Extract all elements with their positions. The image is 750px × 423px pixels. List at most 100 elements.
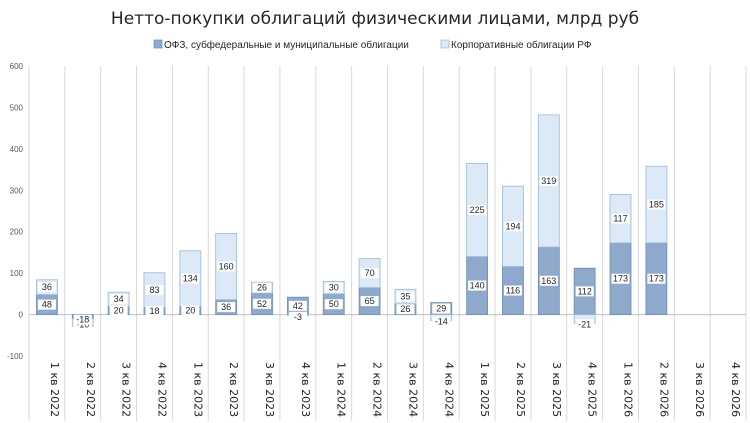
x-category-label: 1 кв 2025: [478, 362, 491, 417]
data-label-background: [217, 302, 236, 313]
chart-title: Нетто-покупки облигаций физическими лица…: [111, 9, 639, 29]
data-label-ofz: 173: [649, 274, 664, 284]
data-label-corporate: -14: [435, 316, 448, 326]
axis-layer: -100 0 100 200 300 400 500 600 1 кв 2022 2 кв 202…: [7, 62, 747, 421]
x-category-label: 4 кв 2023: [299, 362, 312, 417]
data-label-corporate: 319: [541, 176, 556, 186]
data-label-ofz: 29: [436, 304, 446, 314]
data-label-corporate: 83: [149, 285, 159, 295]
data-label-ofz: 173: [613, 274, 628, 284]
data-label-corporate: 117: [613, 214, 627, 224]
data-label-ofz: 18: [149, 306, 159, 316]
data-label-background: [109, 305, 128, 316]
data-label-ofz: 140: [470, 281, 485, 291]
data-label-background: [253, 298, 272, 309]
y-tick-label: 600: [10, 62, 24, 71]
data-label-background: [647, 199, 666, 210]
x-category-label: 2 кв 2023: [227, 362, 240, 417]
data-label-ofz: 20: [114, 305, 124, 315]
data-label-background: [647, 273, 666, 284]
data-label-ofz: 112: [577, 286, 591, 296]
data-label-background: [396, 304, 415, 315]
x-category-label: 1 кв 2023: [191, 362, 204, 417]
data-label-corporate: 36: [42, 282, 52, 292]
data-label-background: [288, 311, 307, 322]
data-label-background: [432, 303, 451, 314]
x-category-label: 1 кв 2024: [335, 362, 348, 417]
y-tick-label: 400: [10, 145, 24, 154]
data-label-background: [468, 280, 487, 291]
data-label-background: [503, 285, 522, 296]
data-label-corporate: 194: [505, 221, 520, 231]
x-category-label: 3 кв 2026: [693, 362, 706, 417]
data-label-background: [288, 300, 307, 311]
data-label-background: [324, 282, 343, 293]
data-label-background: [611, 213, 630, 224]
legend-swatch-corporate: [440, 39, 450, 49]
data-label-background: [575, 319, 594, 330]
legend-swatch-ofz: [153, 39, 163, 49]
data-label-background: [611, 273, 630, 284]
data-label-background: [360, 296, 379, 307]
data-label-background: [575, 286, 594, 297]
legend-label-ofz: ОФЗ, субфедеральные и муниципальные обли…: [164, 39, 409, 51]
data-label-background: [181, 273, 200, 284]
y-tick-label: -100: [7, 352, 24, 361]
data-label-corporate: 34: [114, 294, 124, 304]
data-label-corporate: 70: [365, 268, 375, 278]
data-label-background: [396, 291, 415, 302]
y-tick-label: 300: [10, 186, 24, 195]
data-label-corporate: 134: [183, 274, 198, 284]
data-label-background: [37, 299, 56, 310]
y-tick-label: 500: [10, 103, 24, 112]
y-tick-label: 100: [10, 269, 24, 278]
data-label-ofz: 52: [257, 299, 267, 309]
data-label-background: [468, 204, 487, 215]
data-label-ofz: 42: [293, 301, 303, 311]
data-label-background: [360, 268, 379, 279]
x-category-label: 2 кв 2026: [657, 362, 670, 417]
data-label-background: [145, 284, 164, 295]
x-category-label: 1 кв 2022: [48, 362, 61, 417]
data-label-background: [539, 175, 558, 186]
y-tick-label: 0: [19, 311, 24, 320]
x-category-label: 3 кв 2023: [263, 362, 276, 417]
data-label-corporate: -21: [578, 319, 591, 329]
x-category-label: 4 кв 2026: [729, 362, 742, 417]
y-tick-label: 200: [10, 228, 24, 237]
data-label-background: [145, 305, 164, 316]
data-label-ofz: 20: [185, 305, 195, 315]
data-label-background: [217, 261, 236, 272]
data-label-corporate: 35: [400, 292, 410, 302]
x-category-label: 2 кв 2024: [371, 362, 384, 417]
data-label-background: [503, 221, 522, 232]
data-label-background: [181, 305, 200, 316]
data-label-ofz: 36: [221, 302, 231, 312]
legend: ОФЗ, субфедеральные и муниципальные обли…: [153, 39, 592, 51]
data-label-background: [109, 294, 128, 305]
legend-label-corporate: Корпоративные облигации РФ: [451, 39, 592, 51]
data-label-corporate: 30: [329, 283, 339, 293]
data-label-ofz: 48: [42, 300, 52, 310]
data-label-ofz: 50: [329, 299, 339, 309]
data-label-ofz: 26: [400, 304, 410, 314]
data-label-ofz: 65: [365, 296, 375, 306]
x-category-label: 3 кв 2024: [406, 362, 419, 417]
x-category-label: 3 кв 2025: [550, 362, 563, 417]
x-category-label: 4 кв 2022: [155, 362, 168, 417]
data-label-corporate: 160: [219, 262, 234, 272]
data-label-background: [73, 314, 92, 325]
data-label-corporate: 225: [470, 205, 485, 215]
data-label-corporate: 26: [257, 283, 267, 293]
data-label-background: [37, 282, 56, 293]
x-category-label: 4 кв 2024: [442, 362, 455, 417]
data-label-background: [253, 282, 272, 293]
data-label-corporate: -3: [294, 312, 302, 322]
x-category-label: 2 кв 2025: [514, 362, 527, 417]
x-category-label: 1 кв 2026: [622, 362, 635, 417]
data-label-layer: 4836-10-18203418832013436160522642-35030…: [37, 175, 666, 330]
x-category-label: 2 кв 2022: [84, 362, 97, 417]
data-label-background: [324, 299, 343, 310]
